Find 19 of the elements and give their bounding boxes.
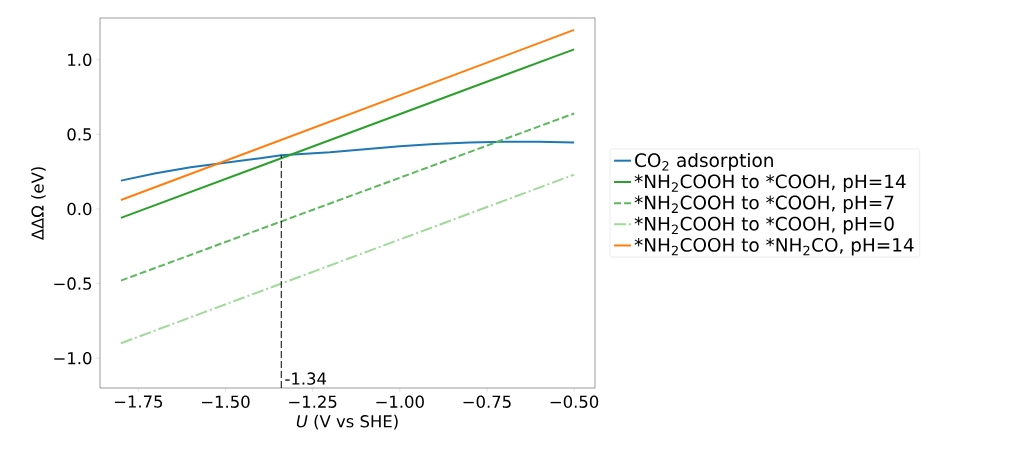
y-tick-label: −0.5 — [54, 277, 92, 290]
legend-label: *NH$_{2}$COOH to *NH$_{2}$CO, pH=14 — [634, 237, 914, 256]
legend-label: *NH$_{2}$COOH to *COOH, pH=7 — [634, 195, 894, 214]
legend-label: *NH$_{2}$COOH to *COOH, pH=0 — [634, 216, 894, 235]
y-tick-label: 0.5 — [67, 128, 92, 141]
x-tick-label: −1.00 — [376, 395, 424, 408]
y-tick-label: 1.0 — [68, 53, 92, 66]
legend-label: CO$_{2}$ adsorption — [635, 152, 773, 171]
y-tick-label: −1.0 — [54, 351, 92, 365]
x-tick-label: −0.50 — [550, 395, 599, 408]
y-tick-label: 0.0 — [67, 202, 92, 216]
x-tick-label: −1.50 — [202, 395, 250, 408]
x-tick-label: −1.75 — [114, 395, 163, 408]
x-tick-label: −1.25 — [289, 395, 337, 408]
ref-line-label: -1.34 — [285, 372, 327, 385]
x-axis-title: U (V vs SHE) — [296, 414, 398, 430]
legend-label: *NH$_{2}$COOH to *COOH, pH=14 — [634, 174, 906, 192]
x-tick-label: −0.75 — [463, 395, 511, 408]
y-axis-title: ΔΔΩ (eV) — [31, 167, 46, 241]
